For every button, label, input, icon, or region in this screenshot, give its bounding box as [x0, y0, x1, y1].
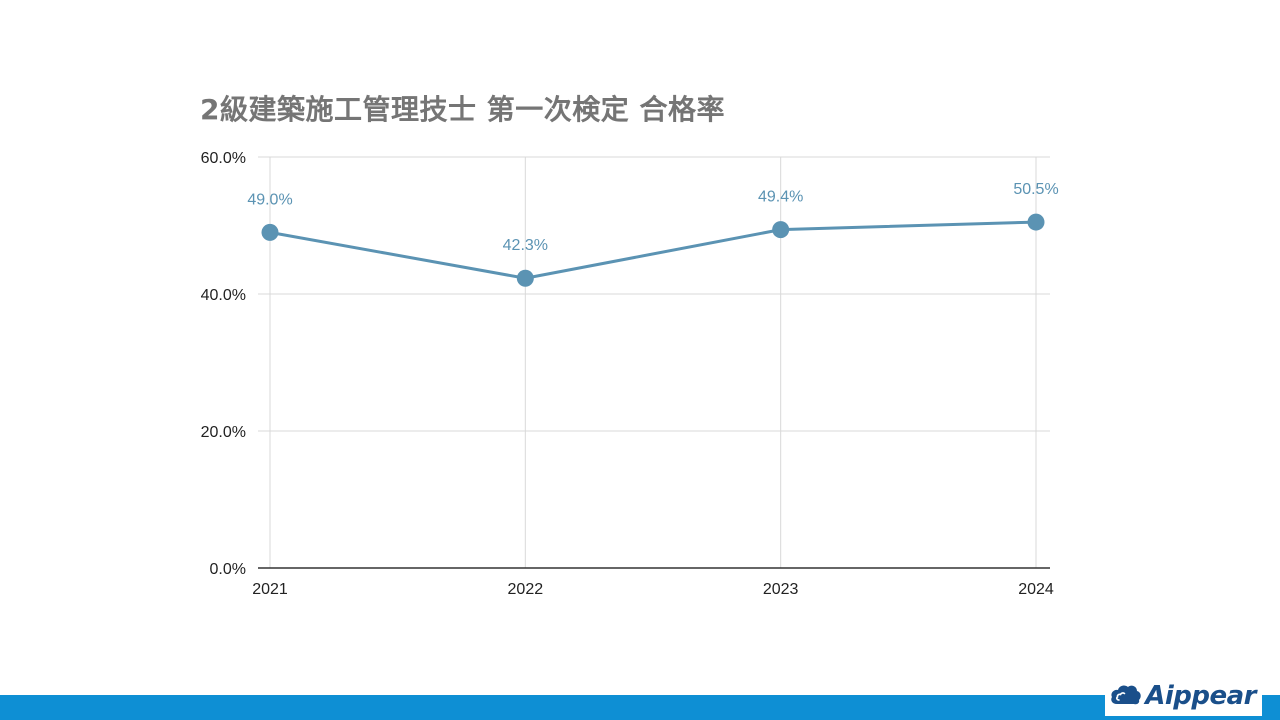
x-tick-label: 2023 — [763, 581, 799, 598]
x-tick-label: 2022 — [508, 581, 544, 598]
data-point — [516, 269, 534, 287]
series-line — [269, 220, 1037, 280]
y-tick-label: 40.0% — [201, 287, 246, 304]
brand-logo: Aippear — [1105, 676, 1262, 716]
data-label: 49.4% — [758, 189, 803, 206]
data-point — [1027, 213, 1045, 231]
x-tick-label: 2021 — [252, 581, 288, 598]
x-tick-label: 2024 — [1018, 581, 1054, 598]
data-point — [261, 223, 279, 241]
logo-text: Aippear — [1145, 681, 1256, 711]
footer-bar — [0, 695, 1280, 720]
y-tick-label: 60.0% — [201, 150, 246, 167]
data-point — [772, 221, 790, 239]
data-label: 49.0% — [247, 191, 292, 208]
data-label: 50.5% — [1013, 181, 1058, 198]
data-label: 42.3% — [503, 237, 548, 254]
chart-title: 2級建築施工管理技士 第一次検定 合格率 — [200, 93, 725, 126]
series-layer — [261, 213, 1045, 287]
y-tick-label: 20.0% — [201, 424, 246, 441]
grid-layer — [258, 156, 1050, 568]
cloud-logo-icon — [1111, 685, 1141, 705]
y-tick-label: 0.0% — [210, 561, 246, 578]
label-layer: 49.0% 42.3% 49.4% 50.5% — [247, 181, 1058, 254]
axis-layer: 0.0% 20.0% 40.0% 60.0% 2021 2022 2023 2024 — [201, 150, 1054, 598]
